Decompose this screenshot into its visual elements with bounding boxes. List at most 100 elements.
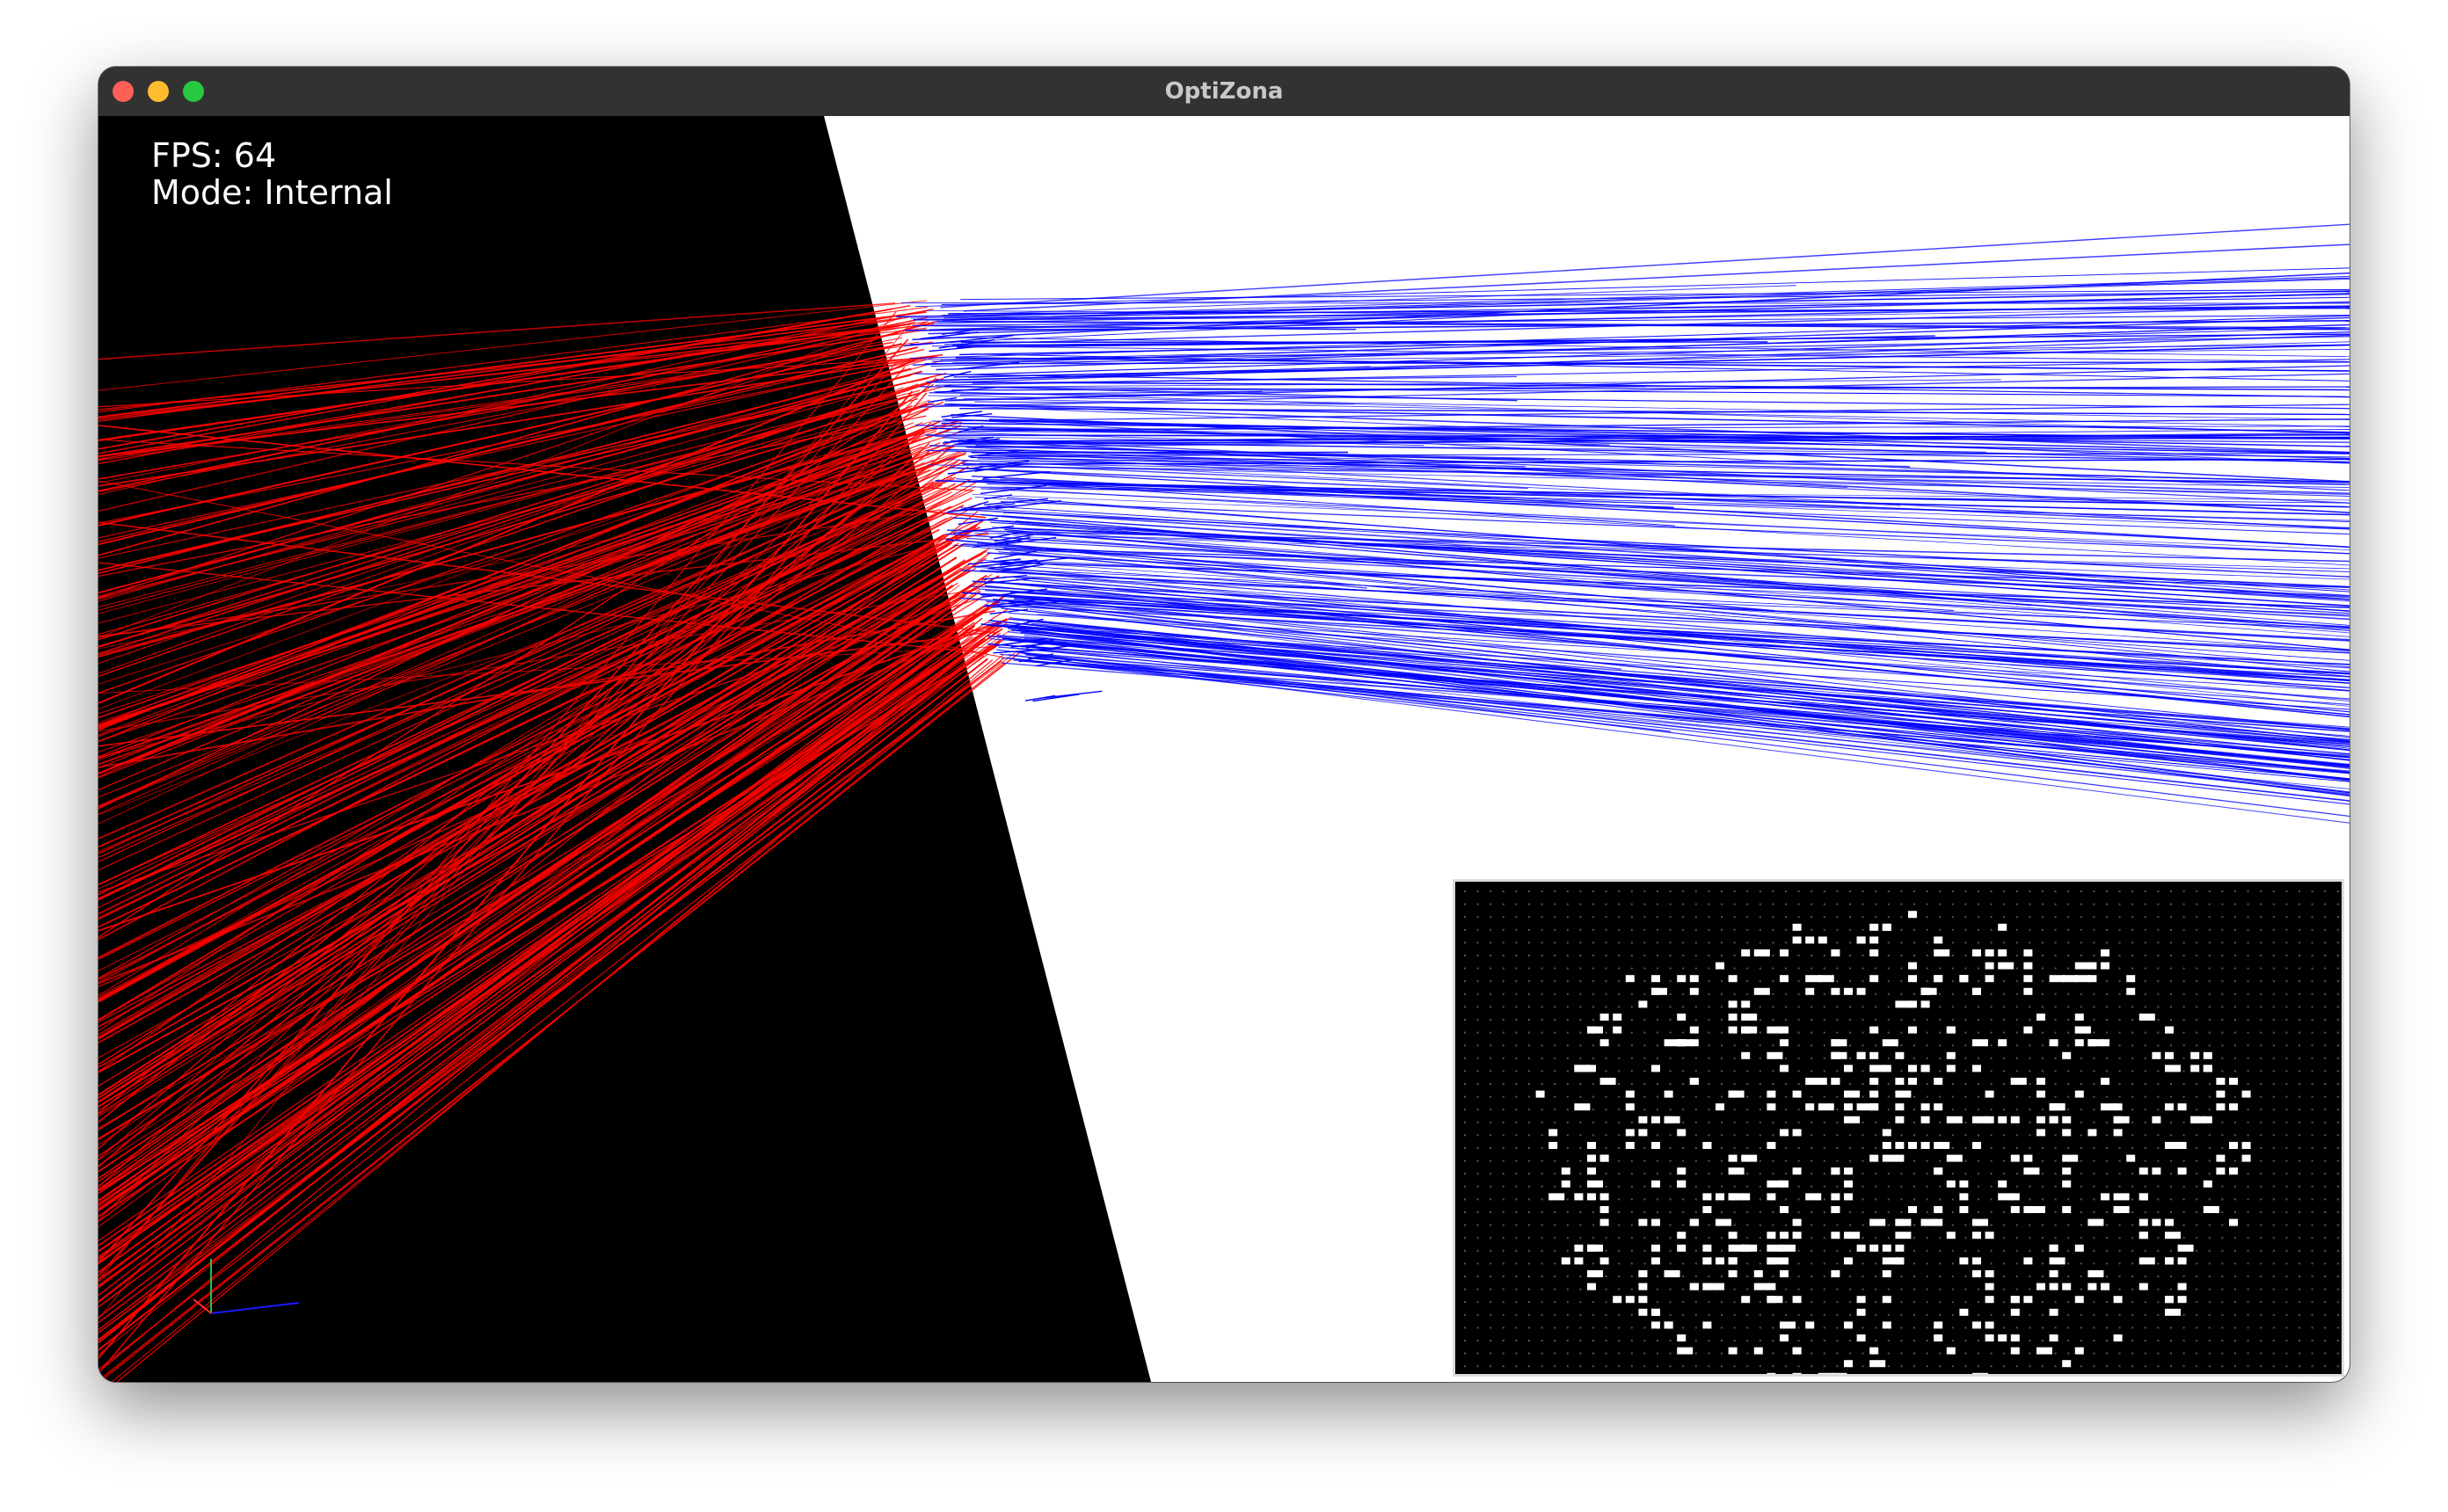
grid-dot [1669,928,1672,931]
grid-dot [1694,928,1697,931]
grid-dot [1964,903,1967,905]
minimize-button[interactable] [148,81,169,102]
zoom-button[interactable] [183,81,204,102]
transmitted-ray [1003,548,2350,588]
grid-dot [1682,890,1685,892]
grid-dot [1643,1159,1646,1162]
title-bar[interactable]: OptiZona [98,67,2350,117]
grid-dot [2336,1352,2339,1355]
grid-dot [2157,928,2160,931]
spot-point [1792,936,1802,944]
grid-dot [2260,955,2262,956]
grid-dot [1772,1327,1774,1329]
close-button[interactable] [113,81,134,102]
transmitted-ray [912,324,1357,331]
incident-ray [98,556,958,1103]
transmitted-ray [952,348,2350,364]
grid-dot [1708,1006,1710,1008]
ray-fragment [1007,618,1044,628]
grid-dot [2029,1365,2031,1368]
grid-dot [2285,967,2288,970]
grid-dot [1978,1173,1979,1175]
incident-ray [98,430,925,758]
grid-dot [1657,1237,1658,1239]
grid-dot [1669,1147,1672,1149]
incident-ray [98,578,988,1202]
incident-ray [98,399,930,709]
grid-dot [1875,992,1877,995]
grid-dot [1515,1340,1518,1341]
grid-dot [2170,916,2172,919]
grid-dot [2208,1340,2211,1341]
spot-point [2216,1167,2226,1175]
transmitted-ray [966,379,2001,388]
grid-dot [1836,1352,1839,1355]
spot-point [1677,1180,1687,1188]
grid-dot [1849,1083,1851,1085]
transmitted-ray [990,561,2350,608]
grid-dot [1630,1006,1633,1008]
spot-point [1741,1244,1751,1252]
grid-dot [2170,1006,2172,1008]
grid-dot [2080,928,2082,931]
grid-dot [1810,1249,1813,1252]
spot-point [2101,1078,2109,1085]
spot-point [2087,975,2097,983]
render-viewport[interactable]: FPS: 64 Mode: Internal [98,116,2350,1382]
grid-dot [1990,1083,1993,1085]
spot-point [1780,1321,1796,1329]
spot-point [2074,1039,2084,1047]
spot-point [1574,1065,1591,1072]
grid-dot [2003,980,2006,983]
grid-dot [1900,1352,1903,1355]
grid-dot [2144,1365,2146,1368]
grid-dot [2029,1147,2031,1149]
grid-dot [2067,1352,2070,1355]
transmitted-ray [987,580,2350,718]
transmitted-ray [946,533,2350,621]
grid-dot [2003,1083,2006,1085]
incident-ray [98,645,988,1331]
grid-dot [2182,980,2185,983]
grid-dot [2144,1044,2146,1047]
grid-dot [2247,1185,2249,1188]
grid-dot [1528,1083,1530,1085]
grid-dot [1772,992,1774,995]
grid-dot [2170,1365,2172,1368]
incident-ray [98,630,999,1308]
grid-dot [2067,1095,2070,1098]
transmitted-ray [1032,639,2350,766]
grid-dot [2182,1352,2185,1355]
grid-dot [2272,1019,2275,1021]
grid-dot [1708,1173,1710,1175]
spot-point [1792,1167,1802,1175]
grid-dot [1849,1134,1851,1137]
grid-dot [1964,1147,1967,1149]
grid-dot [1669,992,1672,995]
grid-dot [2247,1249,2249,1252]
grid-dot [1772,903,1774,905]
grid-dot [1618,1237,1621,1239]
grid-dot [2247,1198,2249,1201]
grid-dot [1733,1057,1736,1059]
grid-dot [1939,903,1942,905]
grid-dot [1682,1224,1685,1226]
grid-dot [2299,1237,2300,1239]
grid-dot [1464,916,1466,919]
spot-point [2023,1154,2033,1162]
spot-point [2101,1283,2109,1290]
grid-dot [1978,1313,1979,1316]
grid-dot [2042,1224,2044,1226]
incident-ray [98,311,927,418]
grid-dot [1682,1121,1685,1123]
ray-fragment [935,387,997,394]
grid-dot [1926,1159,1928,1162]
grid-dot [1797,1109,1800,1111]
grid-dot [1951,916,1954,919]
grid-dot [2311,967,2313,970]
spot-point [1767,1090,1776,1098]
grid-dot [2299,1340,2300,1341]
grid-dot [1939,928,1942,931]
grid-dot [2221,1211,2224,1213]
transmitted-ray [931,336,2350,362]
